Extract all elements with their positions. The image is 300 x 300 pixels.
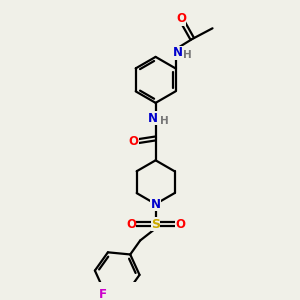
Text: O: O (175, 218, 185, 231)
Text: S: S (151, 218, 160, 231)
Text: O: O (176, 12, 186, 25)
Text: H: H (160, 116, 168, 125)
Text: O: O (126, 218, 136, 231)
Text: H: H (183, 50, 192, 60)
Text: N: N (148, 112, 158, 125)
Text: F: F (99, 288, 107, 300)
Text: O: O (128, 135, 138, 148)
Text: N: N (173, 46, 183, 59)
Text: N: N (151, 197, 160, 211)
